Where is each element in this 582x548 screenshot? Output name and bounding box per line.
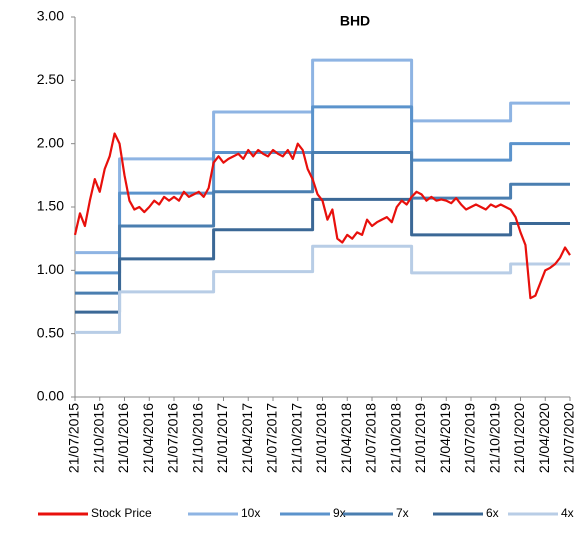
x-tick-label: 21/01/2016 xyxy=(115,403,131,473)
x-tick-label: 21/07/2016 xyxy=(165,403,181,473)
x-tick-label: 21/07/2020 xyxy=(561,403,577,473)
x-tick-label: 21/10/2019 xyxy=(486,403,502,473)
band-line xyxy=(75,244,570,334)
price-line xyxy=(73,132,571,300)
band-line xyxy=(75,58,570,255)
x-tick-label: 21/10/2016 xyxy=(189,403,205,473)
x-tick-label: 21/07/2015 xyxy=(66,403,82,473)
x-tick-label: 21/01/2017 xyxy=(214,403,230,473)
x-tick-label: 21/10/2015 xyxy=(90,403,106,473)
y-tick-label: 2.50 xyxy=(37,71,64,87)
x-tick-label: 21/10/2017 xyxy=(288,403,304,473)
x-tick-label: 21/01/2020 xyxy=(511,403,527,473)
band-line xyxy=(75,151,570,295)
band-line xyxy=(75,105,570,275)
x-tick-label: 21/07/2017 xyxy=(264,403,280,473)
x-tick-label: 21/01/2018 xyxy=(313,403,329,473)
x-tick-label: 21/04/2019 xyxy=(437,403,453,473)
x-tick-label: 21/01/2019 xyxy=(412,403,428,473)
x-tick-label: 21/04/2017 xyxy=(239,403,255,473)
legend-label: 10x xyxy=(241,506,260,520)
y-tick-label: 1.50 xyxy=(37,198,64,214)
x-tick-label: 21/07/2019 xyxy=(462,403,478,473)
x-tick-label: 21/10/2018 xyxy=(387,403,403,473)
x-tick-label: 21/04/2018 xyxy=(338,403,354,473)
legend-label: 9x xyxy=(333,506,346,520)
band-line xyxy=(75,197,570,314)
y-tick-label: 1.00 xyxy=(37,261,64,277)
x-tick-label: 21/07/2018 xyxy=(363,403,379,473)
y-tick-label: 3.00 xyxy=(37,8,64,24)
legend-label: Stock Price xyxy=(91,506,152,520)
x-tick-label: 21/04/2020 xyxy=(536,403,552,473)
legend-label: 6x xyxy=(486,506,499,520)
y-tick-label: 0.00 xyxy=(37,388,64,404)
y-tick-label: 2.00 xyxy=(37,134,64,150)
legend-label: 4x xyxy=(561,506,574,520)
y-tick-label: 0.50 xyxy=(37,324,64,340)
chart-title: BHD xyxy=(340,13,370,29)
legend-label: 7x xyxy=(396,506,409,520)
x-tick-label: 21/04/2016 xyxy=(140,403,156,473)
